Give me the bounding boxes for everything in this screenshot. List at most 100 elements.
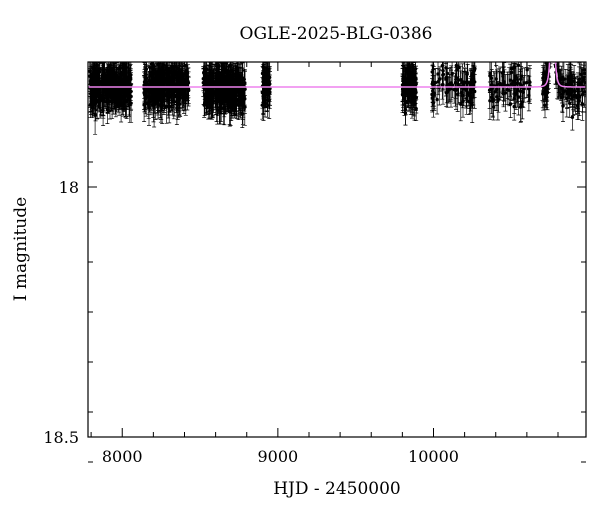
data-point [491, 105, 496, 109]
data-point [568, 91, 572, 95]
data-point [158, 83, 162, 87]
data-point [464, 87, 468, 92]
data-point [441, 69, 445, 73]
data-point [580, 80, 584, 84]
data-point [582, 68, 586, 72]
data-point [241, 99, 245, 103]
data-point [232, 81, 236, 86]
data-point [262, 75, 266, 79]
data-point [233, 102, 237, 106]
data-point [181, 72, 185, 76]
data-point [226, 83, 230, 88]
data-point [580, 102, 585, 106]
data-point [204, 98, 208, 103]
data-point [553, 0, 556, 3]
data-point [121, 90, 126, 95]
data-point [435, 97, 439, 102]
data-point [522, 87, 526, 91]
data-point [129, 101, 133, 106]
data-point [237, 101, 241, 105]
data-point [93, 89, 97, 94]
data-point [262, 87, 266, 92]
data-point [234, 73, 238, 77]
data-point [210, 74, 214, 78]
error-bar [552, 9, 556, 45]
data-point [436, 80, 440, 84]
data-point [159, 104, 163, 108]
data-point [436, 72, 440, 76]
data-point [544, 88, 549, 92]
error-bar [553, 17, 557, 47]
data-point [267, 68, 271, 72]
data-point [402, 90, 407, 94]
data-point [97, 67, 102, 71]
data-point [444, 76, 448, 80]
axes: 800090001000017.51818.5 [43, 61, 586, 466]
data-point [512, 79, 517, 84]
data-point [100, 82, 105, 87]
data-point [401, 87, 405, 91]
data-point [103, 90, 107, 95]
x-tick-label: 9000 [258, 447, 299, 466]
data-point [150, 62, 154, 66]
data-point [93, 70, 97, 75]
data-point [553, 25, 556, 28]
data-point [187, 88, 191, 93]
data-point [237, 94, 241, 98]
data-point [184, 95, 188, 99]
data-point [498, 82, 502, 86]
data-point [549, 49, 552, 52]
data-point [177, 95, 182, 99]
data-point [512, 104, 516, 109]
data-point [107, 93, 111, 97]
data-point [432, 93, 436, 97]
data-point [409, 89, 413, 94]
data-point [123, 66, 127, 71]
data-point [211, 99, 215, 103]
data-point [95, 75, 100, 80]
data-point [430, 70, 434, 74]
data-point [204, 91, 209, 96]
data-point [230, 103, 234, 107]
y-tick-label: 18 [59, 178, 79, 197]
data-point [470, 87, 474, 91]
data-point [240, 95, 244, 100]
data-point [105, 68, 109, 73]
data-point [264, 70, 269, 74]
data-point [243, 105, 247, 109]
data-point [553, 21, 556, 24]
data-point [231, 91, 235, 96]
data-point [430, 96, 434, 100]
data-point [219, 99, 224, 103]
data-point [217, 70, 221, 75]
data-point [101, 76, 105, 81]
data-point [148, 74, 152, 78]
data-point [236, 83, 241, 87]
data-point [222, 106, 227, 110]
x-tick-label: 8000 [102, 447, 143, 466]
data-point [125, 58, 128, 61]
data-point [528, 80, 532, 85]
data-point [221, 67, 225, 71]
data-point [167, 105, 171, 109]
data-point [582, 71, 586, 76]
data-point [89, 90, 94, 95]
data-point [160, 92, 164, 97]
data-point [143, 87, 148, 92]
data-point [180, 78, 185, 83]
data-point [214, 101, 219, 106]
data-point [525, 68, 529, 72]
data-point [203, 75, 207, 80]
data-point [264, 87, 269, 91]
data-point [577, 98, 581, 103]
data-point [582, 90, 586, 94]
data-point [240, 77, 244, 82]
data-point [182, 88, 186, 93]
data-point [411, 81, 416, 86]
data-point [123, 78, 128, 82]
data-point [488, 99, 492, 103]
plot-frame [87, 61, 587, 438]
data-point [565, 92, 569, 96]
data-point [166, 97, 170, 101]
data-point [512, 65, 516, 69]
